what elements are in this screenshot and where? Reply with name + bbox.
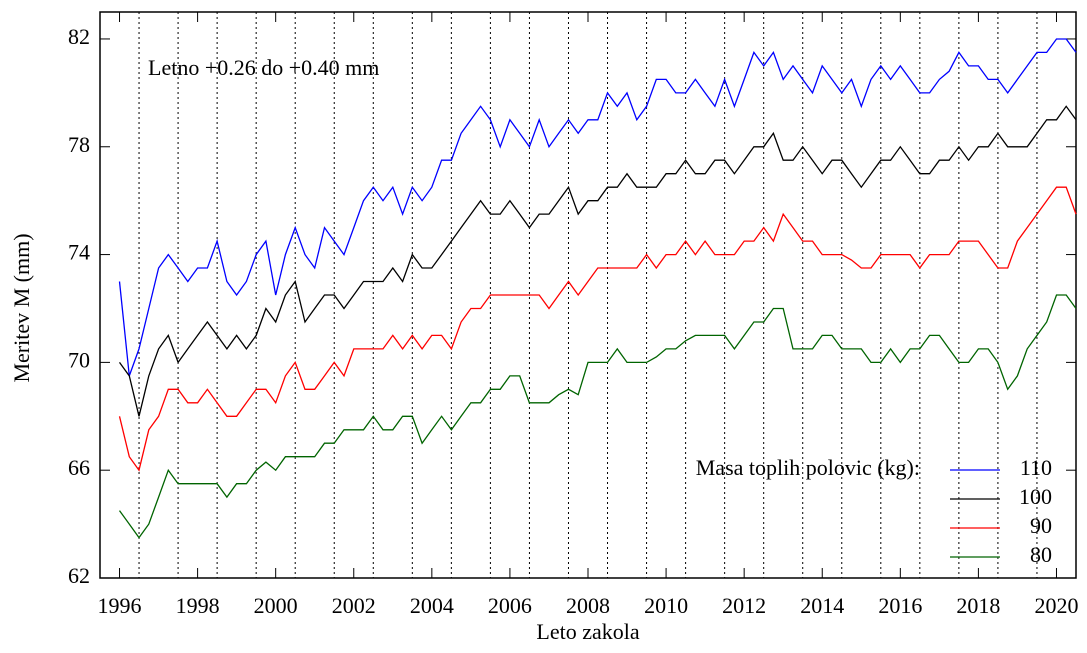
annotation: Letno +0.26 do +0.40 mm bbox=[148, 55, 379, 80]
x-tick-label: 2008 bbox=[566, 593, 610, 618]
x-tick-label: 2010 bbox=[644, 593, 688, 618]
legend-label: 100 bbox=[1019, 484, 1052, 509]
x-tick-label: 1998 bbox=[176, 593, 220, 618]
x-tick-label: 2012 bbox=[722, 593, 766, 618]
data-line bbox=[118, 38, 1077, 377]
y-axis-label: Meritev M (mm) bbox=[9, 233, 34, 382]
y-tick-label: 62 bbox=[68, 563, 90, 588]
y-tick-label: 82 bbox=[68, 24, 90, 49]
data-line bbox=[118, 186, 1077, 472]
data-line bbox=[118, 294, 1077, 539]
legend-title: Masa toplih polovic (kg): bbox=[696, 455, 920, 480]
y-tick-label: 78 bbox=[68, 132, 90, 157]
x-tick-label: 1996 bbox=[98, 593, 142, 618]
legend-label: 90 bbox=[1030, 513, 1052, 538]
x-tick-label: 2000 bbox=[254, 593, 298, 618]
legend-label: 110 bbox=[1020, 455, 1052, 480]
x-tick-label: 2014 bbox=[800, 593, 844, 618]
x-tick-label: 2004 bbox=[410, 593, 454, 618]
x-tick-label: 2016 bbox=[878, 593, 922, 618]
x-axis-label: Leto zakola bbox=[536, 619, 639, 644]
y-tick-label: 70 bbox=[68, 347, 90, 372]
x-tick-label: 2006 bbox=[488, 593, 532, 618]
x-tick-label: 2002 bbox=[332, 593, 376, 618]
plot-frame bbox=[99, 11, 1077, 579]
y-tick-label: 66 bbox=[68, 455, 90, 480]
y-tick-label: 74 bbox=[68, 240, 90, 265]
data-line bbox=[118, 105, 1077, 417]
legend-label: 80 bbox=[1030, 542, 1052, 567]
x-tick-label: 2018 bbox=[956, 593, 1000, 618]
x-tick-label: 2020 bbox=[1034, 593, 1078, 618]
